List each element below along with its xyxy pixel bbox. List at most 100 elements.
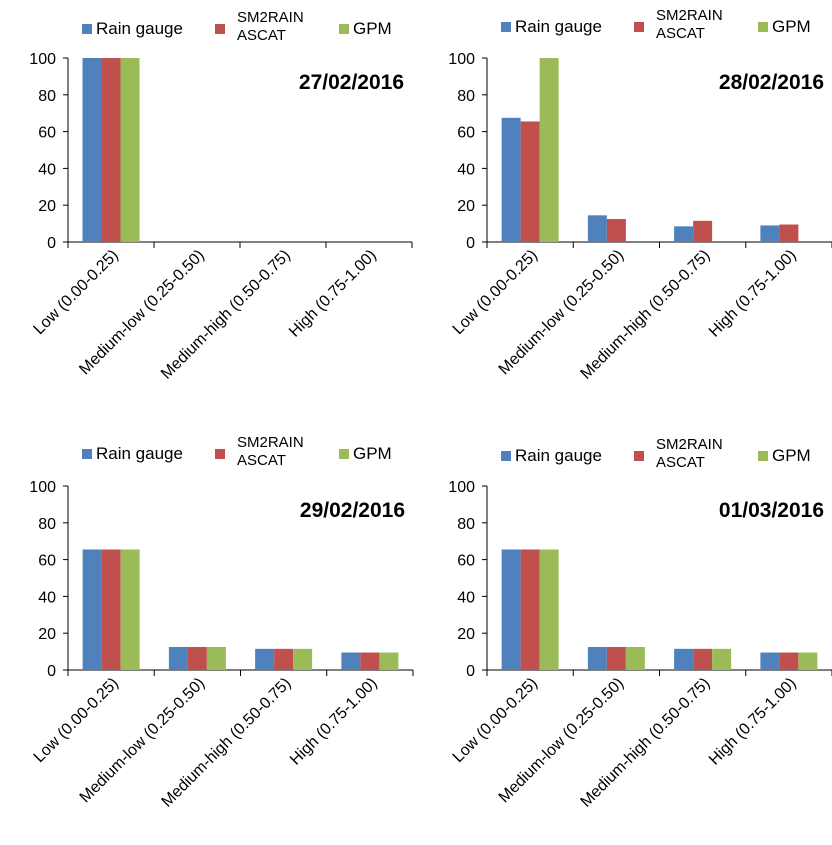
bar-rain-gauge-3: [674, 226, 693, 242]
y-tick-label: 60: [38, 125, 56, 142]
bar-sm2rain-ascat-3: [693, 649, 712, 670]
legend-swatch: [215, 24, 225, 34]
legend-label: Rain gauge: [515, 17, 602, 36]
y-tick-label: 80: [457, 516, 475, 533]
legend-label: ASCAT: [656, 25, 705, 42]
bar-gpm-2: [207, 647, 226, 670]
y-tick-label: 100: [448, 51, 475, 68]
bar-sm2rain-ascat-4: [360, 653, 379, 670]
legend-label: SM2RAIN: [237, 9, 304, 26]
chart-date-title: 27/02/2016: [299, 71, 404, 94]
legend-label: Rain gauge: [96, 19, 183, 38]
bar-sm2rain-ascat-1: [521, 121, 540, 242]
bar-rain-gauge-2: [588, 215, 607, 242]
legend-swatch: [501, 22, 511, 32]
y-tick-label: 20: [38, 198, 56, 215]
bar-gpm-1: [540, 58, 559, 242]
bar-rain-gauge-3: [674, 649, 693, 670]
bar-rain-gauge-2: [169, 647, 188, 670]
y-tick-label: 100: [448, 479, 475, 496]
y-tick-label: 100: [29, 51, 56, 68]
bar-sm2rain-ascat-1: [102, 549, 121, 670]
legend-label: GPM: [353, 19, 392, 38]
bar-rain-gauge-1: [83, 58, 102, 242]
y-tick-label: 40: [457, 589, 475, 606]
bar-gpm-3: [712, 649, 731, 670]
bar-rain-gauge-4: [760, 225, 779, 242]
y-tick-label: 0: [466, 235, 475, 252]
bar-rain-gauge-3: [255, 649, 274, 670]
y-tick-label: 60: [38, 553, 56, 570]
y-tick-label: 20: [457, 198, 475, 215]
y-tick-label: 60: [457, 553, 475, 570]
bar-gpm-3: [293, 649, 312, 670]
bar-rain-gauge-1: [502, 118, 521, 242]
legend-label: Rain gauge: [96, 444, 183, 463]
bar-gpm-4: [798, 653, 817, 670]
y-tick-label: 0: [47, 663, 56, 680]
legend-swatch: [758, 451, 768, 461]
y-tick-label: 60: [457, 125, 475, 142]
x-category-label: High (0.75-1.00): [706, 247, 800, 341]
x-category-label: High (0.75-1.00): [706, 675, 800, 769]
y-tick-label: 0: [47, 235, 56, 252]
legend-label: GPM: [353, 444, 392, 463]
bar-rain-gauge-2: [588, 647, 607, 670]
bar-sm2rain-ascat-1: [102, 58, 121, 242]
y-tick-label: 80: [457, 88, 475, 105]
x-category-label: Low (0.00-0.25): [31, 247, 122, 338]
bar-sm2rain-ascat-3: [274, 649, 293, 670]
bar-sm2rain-ascat-2: [607, 219, 626, 242]
bar-sm2rain-ascat-2: [188, 647, 207, 670]
legend-label: ASCAT: [237, 452, 286, 469]
legend-label: SM2RAIN: [656, 436, 723, 453]
chart-date-title: 29/02/2016: [300, 499, 405, 522]
y-tick-label: 40: [38, 161, 56, 178]
legend-swatch: [634, 451, 644, 461]
legend-swatch: [501, 451, 511, 461]
chart-date-title: 01/03/2016: [719, 499, 824, 522]
chart-date-title: 28/02/2016: [719, 71, 824, 94]
legend-label: ASCAT: [237, 27, 286, 44]
y-tick-label: 80: [38, 516, 56, 533]
bar-rain-gauge-4: [760, 653, 779, 670]
x-category-label: High (0.75-1.00): [287, 675, 381, 769]
bar-gpm-1: [540, 549, 559, 670]
bar-rain-gauge-4: [341, 653, 360, 670]
bar-sm2rain-ascat-1: [521, 549, 540, 670]
bar-gpm-2: [626, 647, 645, 670]
legend-swatch: [339, 24, 349, 34]
legend-label: Rain gauge: [515, 446, 602, 465]
x-category-label: Low (0.00-0.25): [450, 247, 541, 338]
legend-swatch: [82, 449, 92, 459]
bar-gpm-4: [379, 653, 398, 670]
legend-label: ASCAT: [656, 454, 705, 471]
bar-sm2rain-ascat-3: [693, 221, 712, 242]
legend-swatch: [634, 22, 644, 32]
x-category-label: Low (0.00-0.25): [450, 675, 541, 766]
y-tick-label: 20: [38, 626, 56, 643]
bar-sm2rain-ascat-4: [779, 653, 798, 670]
legend-swatch: [215, 449, 225, 459]
y-tick-label: 20: [457, 626, 475, 643]
legend-label: GPM: [772, 446, 811, 465]
legend-label: SM2RAIN: [656, 7, 723, 24]
legend-swatch: [758, 22, 768, 32]
legend-label: GPM: [772, 17, 811, 36]
x-category-label: Low (0.00-0.25): [31, 675, 122, 766]
bar-sm2rain-ascat-4: [779, 225, 798, 242]
legend-swatch: [82, 24, 92, 34]
legend-label: SM2RAIN: [237, 434, 304, 451]
y-tick-label: 40: [38, 589, 56, 606]
y-tick-label: 80: [38, 88, 56, 105]
x-category-label: High (0.75-1.00): [286, 247, 380, 341]
y-tick-label: 0: [466, 663, 475, 680]
legend-swatch: [339, 449, 349, 459]
